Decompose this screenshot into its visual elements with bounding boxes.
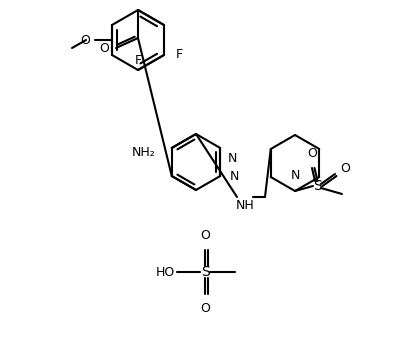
Text: O: O [200, 302, 210, 315]
Text: HO: HO [156, 265, 175, 278]
Text: NH: NH [236, 199, 254, 212]
Text: F: F [176, 49, 183, 62]
Text: NH₂: NH₂ [132, 146, 156, 159]
Text: N: N [228, 152, 238, 165]
Text: N: N [230, 170, 240, 183]
Text: O: O [307, 147, 317, 160]
Text: O: O [99, 41, 109, 54]
Text: F: F [134, 53, 141, 66]
Text: O: O [80, 34, 90, 47]
Text: N: N [290, 169, 300, 182]
Text: S: S [312, 179, 321, 193]
Text: O: O [340, 162, 350, 175]
Text: O: O [200, 229, 210, 242]
Text: S: S [200, 265, 209, 279]
